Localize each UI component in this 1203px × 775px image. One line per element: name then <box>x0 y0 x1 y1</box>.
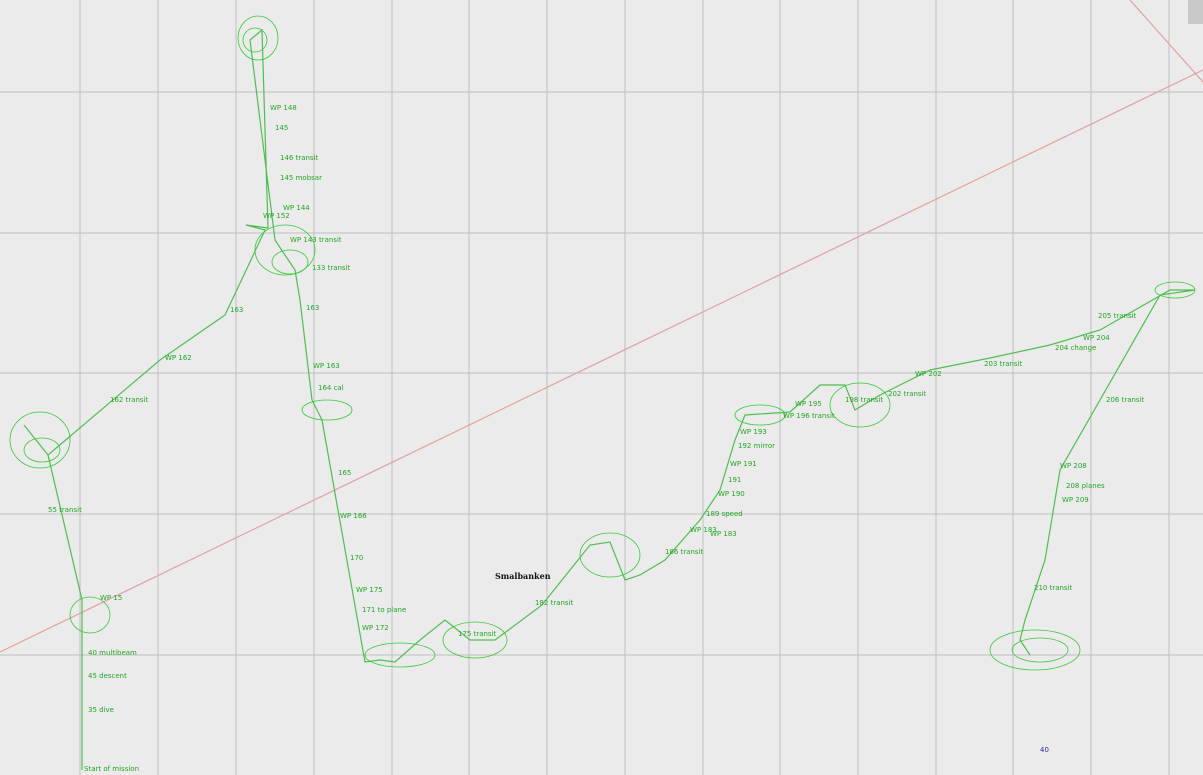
cluster-south-west <box>69 596 111 634</box>
cluster-west <box>9 411 71 469</box>
cluster-west-inner <box>23 437 61 463</box>
waypoint-label: WP 152 <box>263 212 290 220</box>
waypoint-label: 162 transit <box>110 396 149 404</box>
place-label-smalbanken: Smalbanken <box>495 571 551 581</box>
waypoint-label: 40 multibeam <box>88 649 137 657</box>
waypoint-label: WP 183 <box>690 526 717 534</box>
waypoint-label: WP 204 <box>1083 334 1110 342</box>
waypoint-label: WP 202 <box>915 370 942 378</box>
waypoint-label: 189 speed <box>706 510 743 518</box>
waypoint-label: WP 190 <box>718 490 745 498</box>
cluster-center <box>579 532 641 578</box>
waypoint-label: WP 172 <box>362 624 389 632</box>
waypoint-label: 202 transit <box>888 390 927 398</box>
cluster-east-2 <box>829 382 891 428</box>
cluster-south-mid <box>364 642 436 668</box>
waypoint-label: 192 mirror <box>738 442 775 450</box>
waypoint-clusters <box>9 15 1196 671</box>
waypoint-label: WP 183 <box>710 530 737 538</box>
waypoint-label: 165 <box>338 469 351 477</box>
waypoint-label: 204 change <box>1055 344 1096 352</box>
waypoint-label: 210 transit <box>1034 584 1073 592</box>
waypoint-label: WP 196 transit <box>783 412 835 420</box>
cluster-south-mid-2 <box>442 621 508 659</box>
waypoint-label: 208 planes <box>1066 482 1105 490</box>
corner-patch <box>1188 0 1203 24</box>
waypoint-label: 171 to plane <box>362 606 406 614</box>
waypoint-label: WP 162 <box>165 354 192 362</box>
waypoint-label: 186 transit <box>665 548 704 556</box>
waypoint-label: 55 transit <box>48 506 82 514</box>
waypoint-label: 205 transit <box>1098 312 1137 320</box>
waypoint-label: 35 dive <box>88 706 114 714</box>
boundary-line-corner <box>1129 0 1203 83</box>
waypoint-label: WP 193 <box>740 428 767 436</box>
waypoint-label: 203 transit <box>984 360 1023 368</box>
cluster-south-east-inner <box>1011 637 1069 663</box>
waypoint-label: 163 <box>230 306 243 314</box>
waypoint-label: 175 transit <box>458 630 497 638</box>
waypoint-label: WP 143 transit <box>290 236 342 244</box>
waypoint-label: WP 166 <box>340 512 367 520</box>
waypoint-label: 206 transit <box>1106 396 1145 404</box>
waypoint-label: WP 163 <box>313 362 340 370</box>
waypoint-label: WP 148 <box>270 104 297 112</box>
waypoint-label: WP 175 <box>356 586 383 594</box>
waypoint-label: 163 <box>306 304 319 312</box>
waypoint-label: 133 transit <box>312 264 351 272</box>
waypoint-label: WP 208 <box>1060 462 1087 470</box>
waypoint-label: 182 transit <box>535 599 574 607</box>
cluster-mid-inner <box>271 249 309 275</box>
waypoint-label: WP 195 <box>795 400 822 408</box>
waypoint-label: 170 <box>350 554 363 562</box>
cluster-north-top <box>237 15 279 61</box>
cluster-far-east <box>1154 281 1196 299</box>
waypoint-label: WP 209 <box>1062 496 1089 504</box>
waypoint-label: Start of mission <box>84 765 139 773</box>
waypoint-label: 191 <box>728 476 741 484</box>
cluster-mid <box>254 224 316 276</box>
corner-label: 40 <box>1040 746 1049 754</box>
waypoint-label: WP 191 <box>730 460 757 468</box>
cluster-east <box>734 404 786 426</box>
waypoint-label: 45 descent <box>88 672 127 680</box>
cluster-south-east <box>989 629 1081 671</box>
waypoint-label: 145 mobsar <box>280 174 322 182</box>
cluster-164 <box>301 399 353 421</box>
waypoint-label: 145 <box>275 124 288 132</box>
boundary-line <box>0 69 1203 653</box>
cluster-north-top-inner <box>242 27 268 53</box>
waypoint-label: WP 15 <box>100 594 122 602</box>
waypoint-label: 198 transit <box>845 396 884 404</box>
waypoint-label: WP 144 <box>283 204 310 212</box>
waypoint-label: 146 transit <box>280 154 319 162</box>
waypoint-label: 164 cal <box>318 384 344 392</box>
waypoint-labels: WP 148 145 146 transit 145 mobsar WP 144… <box>48 104 1145 773</box>
vehicle-track <box>23 28 1196 770</box>
